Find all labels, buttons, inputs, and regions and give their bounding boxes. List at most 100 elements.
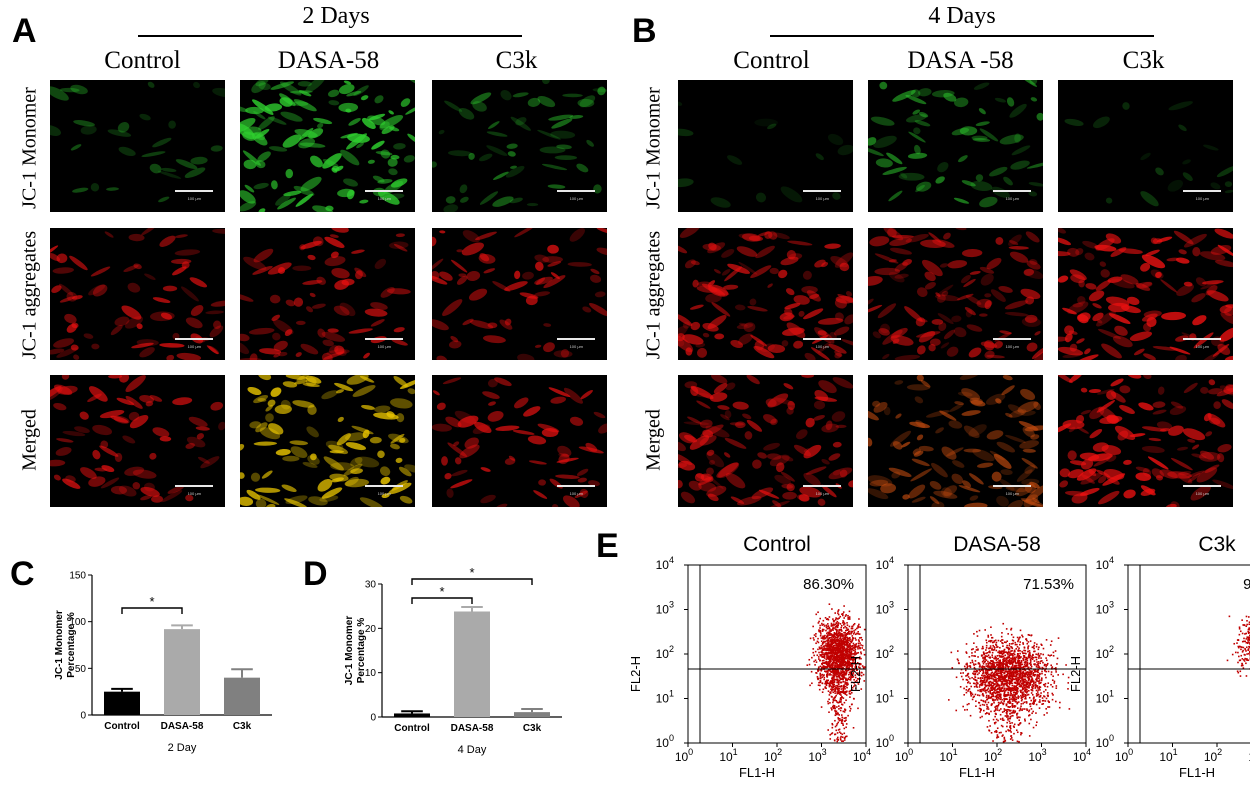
cell [1178, 124, 1187, 132]
cell [1004, 300, 1029, 310]
dot [996, 699, 999, 701]
dot [842, 680, 845, 683]
dot [843, 739, 846, 741]
cell [1107, 276, 1123, 283]
dot [1027, 641, 1030, 643]
dot [837, 638, 840, 641]
dot [1003, 679, 1005, 681]
dot [1011, 687, 1013, 689]
dot [842, 670, 844, 672]
dot [841, 668, 844, 671]
dot [836, 626, 839, 629]
cell [1005, 434, 1026, 443]
dot [1011, 682, 1014, 685]
cell [1129, 331, 1153, 342]
dot [1013, 665, 1016, 668]
dot [832, 660, 835, 663]
dot [1018, 685, 1021, 688]
cell [51, 285, 62, 294]
dot [979, 690, 981, 693]
dot [848, 692, 851, 695]
dot [830, 656, 833, 659]
dot [1038, 696, 1041, 698]
cell [768, 500, 790, 507]
dot [851, 653, 854, 655]
cell [1224, 355, 1233, 360]
dot [848, 655, 851, 657]
dot [821, 673, 824, 676]
cell [931, 318, 944, 325]
dot [824, 641, 826, 643]
dot [1014, 675, 1017, 678]
dot [821, 651, 823, 654]
dot [973, 670, 975, 673]
cell [282, 381, 298, 388]
cell [508, 455, 516, 461]
dot [1055, 700, 1057, 703]
dot [1042, 653, 1045, 656]
dot [842, 687, 844, 690]
cell [874, 253, 899, 264]
cell [678, 460, 696, 471]
cell [724, 437, 747, 449]
dot [1005, 703, 1008, 705]
dot [822, 623, 825, 626]
dot [832, 639, 834, 642]
cell [542, 256, 563, 263]
dot [1011, 679, 1014, 682]
dot [849, 644, 852, 647]
cell [1151, 468, 1164, 479]
dot [985, 685, 987, 688]
dot [826, 656, 828, 659]
cell [1033, 349, 1043, 360]
dot [1010, 660, 1012, 663]
dot [821, 666, 823, 669]
dot [981, 703, 984, 706]
dot [978, 629, 981, 632]
dot [848, 660, 850, 663]
dot [815, 633, 817, 635]
dot [843, 659, 846, 661]
cell-texture [1064, 101, 1233, 207]
dot [1013, 671, 1015, 674]
dot [835, 660, 838, 663]
cell [953, 197, 970, 204]
dot [838, 635, 840, 637]
panel-b-row-aggregates: JC-1 aggregates [642, 230, 665, 360]
dot [1009, 677, 1012, 680]
cell [197, 456, 210, 464]
dot [993, 662, 996, 664]
cell [943, 232, 951, 240]
dot [1035, 670, 1038, 673]
dot [841, 643, 844, 646]
dot [1037, 664, 1040, 667]
dot [1043, 664, 1046, 667]
dot [991, 698, 994, 700]
dot [1036, 643, 1038, 646]
dot [861, 644, 864, 647]
cell [1023, 268, 1035, 276]
dot [833, 683, 836, 686]
dot [1004, 666, 1007, 669]
y-axis-label: FL2-H [628, 656, 643, 692]
dot [846, 648, 849, 651]
cell [825, 420, 833, 431]
dot [830, 652, 833, 655]
dot [1009, 670, 1011, 673]
dot [821, 629, 824, 632]
cell [916, 375, 924, 382]
cell [1016, 469, 1033, 482]
dot [827, 641, 829, 643]
cell [188, 416, 208, 427]
dot [837, 658, 840, 660]
dot [1011, 646, 1013, 649]
cell [742, 413, 752, 420]
cell-texture [678, 101, 853, 208]
cell [271, 314, 281, 321]
cell [355, 270, 363, 280]
cell [386, 288, 411, 295]
cell [174, 234, 188, 238]
cell [1075, 248, 1084, 256]
cell [1213, 401, 1221, 410]
dot [846, 678, 848, 681]
